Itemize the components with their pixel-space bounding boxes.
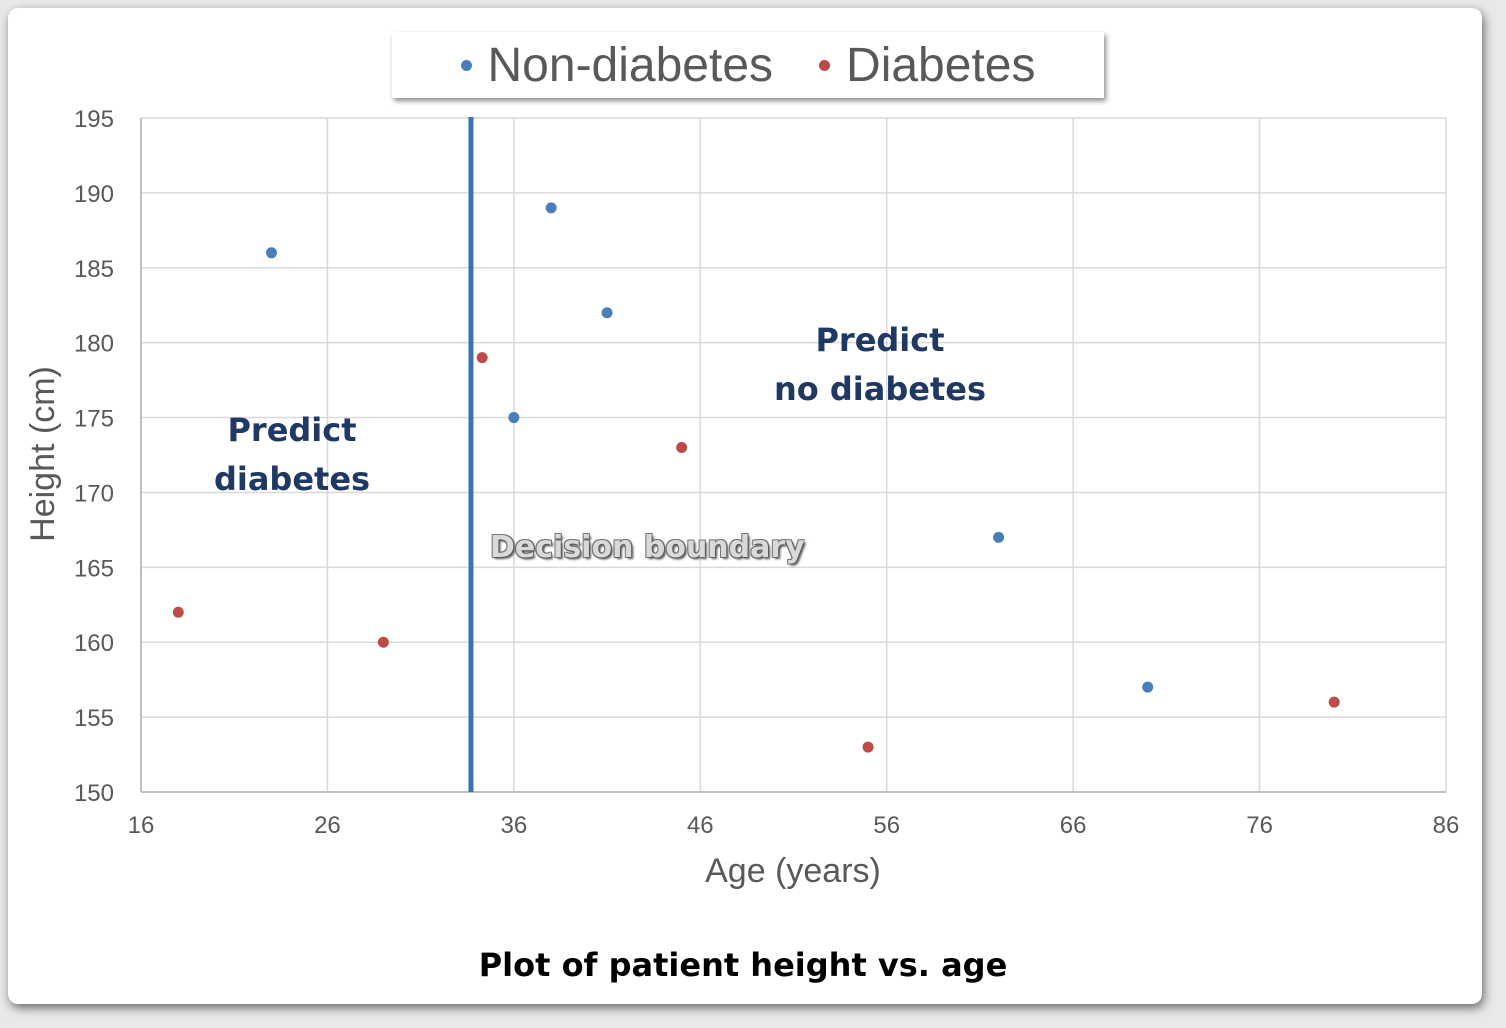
y-tick-label: 180 — [74, 331, 114, 358]
chart-card: Non-diabetes Diabetes 150 155 160 165 170 175… — [8, 8, 1482, 1004]
data-point-non-diabetes — [545, 202, 557, 214]
y-tick-label: 195 — [74, 106, 114, 133]
y-tick-label: 155 — [74, 705, 114, 732]
y-tick-labels: 150 155 160 165 170 175 180 185 190 195 — [74, 106, 114, 807]
scatter-plot: 150 155 160 165 170 175 180 185 190 195 16 26 36 46 5… — [24, 106, 1460, 890]
x-tick-label: 76 — [1246, 812, 1273, 839]
chart-legend: Non-diabetes Diabetes — [392, 32, 1104, 98]
x-tick-label: 86 — [1433, 812, 1460, 839]
x-axis-title: Age (years) — [705, 852, 881, 890]
plot-frame — [140, 118, 1446, 793]
legend-marker-non-diabetes — [460, 59, 472, 71]
x-tick-label: 66 — [1060, 812, 1087, 839]
data-points — [172, 202, 1340, 753]
data-point-diabetes — [676, 442, 688, 454]
y-tick-label: 175 — [74, 406, 114, 433]
x-tick-label: 16 — [128, 812, 155, 839]
x-tick-label: 56 — [873, 812, 900, 839]
chart-caption: Plot of patient height vs. age — [478, 946, 1008, 984]
legend-item-diabetes: Diabetes — [819, 38, 1035, 93]
data-point-non-diabetes — [508, 412, 520, 424]
legend-marker-diabetes — [819, 59, 831, 71]
x-tick-label: 36 — [501, 812, 528, 839]
x-tick-label: 46 — [687, 812, 714, 839]
y-tick-label: 190 — [74, 181, 114, 208]
annotation-predict-no-diabetes-line2: no diabetes — [773, 370, 987, 408]
x-tick-labels: 16 26 36 46 56 66 76 86 — [128, 812, 1460, 839]
annotation-predict-no-diabetes: Predict no diabetes — [760, 316, 1000, 414]
data-point-diabetes — [1328, 696, 1340, 708]
data-point-non-diabetes — [266, 247, 277, 259]
data-point-diabetes — [476, 352, 488, 364]
y-tick-label: 165 — [74, 555, 114, 582]
y-tick-label: 170 — [74, 480, 114, 507]
y-axis-title: Height (cm) — [24, 366, 62, 542]
decision-boundary-label: Decision boundary — [490, 530, 805, 565]
legend-item-non-diabetes: Non-diabetes — [460, 38, 774, 93]
data-point-non-diabetes — [993, 531, 1005, 543]
data-point-diabetes — [172, 606, 184, 618]
annotation-predict-diabetes-line1: Predict — [227, 411, 357, 449]
data-point-non-diabetes — [601, 307, 613, 319]
data-point-diabetes — [377, 636, 389, 648]
data-point-non-diabetes — [1142, 681, 1154, 693]
data-point-diabetes — [862, 741, 874, 753]
y-tick-label: 160 — [74, 630, 114, 657]
y-tick-label: 185 — [74, 256, 114, 283]
annotation-predict-diabetes-line2: diabetes — [213, 460, 371, 498]
x-tick-label: 26 — [314, 812, 341, 839]
y-tick-label: 150 — [74, 780, 114, 807]
annotation-predict-no-diabetes-line1: Predict — [815, 321, 945, 359]
annotation-predict-diabetes: Predict diabetes — [192, 406, 392, 504]
legend-label-non-diabetes: Non-diabetes — [487, 38, 774, 92]
legend-label-diabetes: Diabetes — [846, 38, 1036, 92]
